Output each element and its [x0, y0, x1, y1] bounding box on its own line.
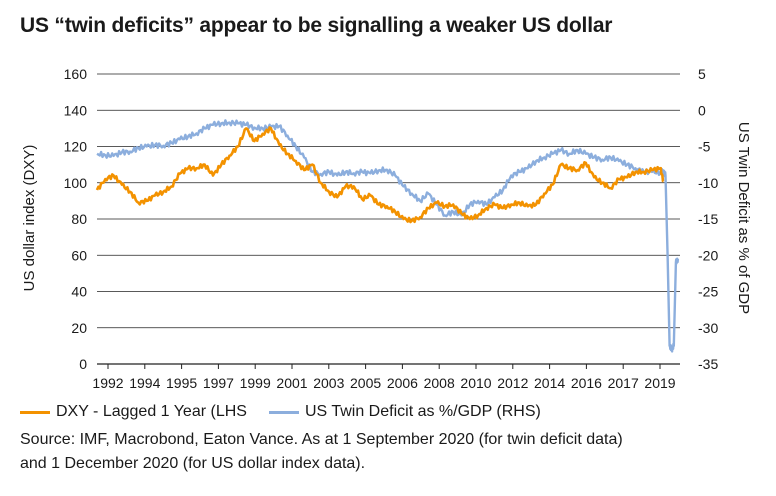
right-tick-label: -30 [698, 320, 718, 336]
source-note: Source: IMF, Macrobond, Eaton Vance. As … [20, 428, 760, 476]
chart-svg: 0 20 40 60 80 100 120 140 160 -35 -30 -25 -20 -15 -10… [21, 66, 752, 391]
left-tick-label: 80 [71, 211, 87, 227]
left-tick-label: 0 [79, 356, 87, 372]
series-line-dxy [95, 126, 665, 224]
x-tick-label: 2014 [534, 375, 565, 391]
right-tick-label: -25 [698, 284, 718, 300]
legend: DXY - Lagged 1 Year (LHS US Twin Deficit… [20, 403, 563, 421]
legend-swatch-dxy [20, 410, 50, 414]
right-axis-label: US Twin Deficit as % of GDP [735, 122, 752, 314]
x-tick-label: 1994 [129, 375, 160, 391]
x-tick-label: 1992 [92, 375, 123, 391]
right-tick-label: 0 [698, 102, 706, 118]
x-axis-ticks: 1992 1994 1995 1997 1999 2001 2003 2005 2006 2008… [92, 364, 676, 391]
x-tick-label: 1999 [240, 375, 271, 391]
right-tick-label: -20 [698, 247, 718, 263]
left-tick-label: 100 [64, 175, 88, 191]
gridlines [97, 73, 680, 365]
legend-item-twin: US Twin Deficit as %/GDP (RHS) [268, 403, 541, 421]
right-tick-label: -35 [698, 356, 718, 372]
x-tick-label: 2010 [460, 375, 491, 391]
legend-item-dxy: DXY - Lagged 1 Year (LHS [20, 403, 247, 421]
x-tick-label: 2019 [644, 375, 675, 391]
x-tick-label: 2003 [313, 375, 344, 391]
x-tick-label: 2012 [497, 375, 528, 391]
right-tick-label: -10 [698, 175, 718, 191]
left-tick-label: 140 [64, 102, 88, 118]
x-tick-label: 2016 [571, 375, 602, 391]
legend-label-twin: US Twin Deficit as %/GDP (RHS) [304, 403, 541, 420]
right-tick-label: -15 [698, 211, 718, 227]
left-axis-ticks: 0 20 40 60 80 100 120 140 160 [64, 66, 88, 372]
x-tick-label: 1995 [166, 375, 197, 391]
left-tick-label: 120 [64, 139, 88, 155]
right-axis-ticks: -35 -30 -25 -20 -15 -10 -5 0 5 [698, 66, 718, 372]
left-axis-label: US dollar index (DXY) [21, 145, 38, 292]
series-line-twin-deficit [96, 119, 680, 353]
x-tick-label: 2008 [424, 375, 455, 391]
left-tick-label: 20 [71, 320, 87, 336]
right-tick-label: 5 [698, 66, 706, 82]
legend-swatch-twin [268, 410, 299, 414]
left-tick-label: 40 [71, 284, 87, 300]
legend-label-dxy: DXY - Lagged 1 Year (LHS [56, 403, 247, 420]
left-tick-label: 160 [64, 66, 88, 82]
series-lines [95, 119, 680, 353]
x-tick-label: 2005 [350, 375, 381, 391]
x-tick-label: 2001 [276, 375, 307, 391]
source-line-2: and 1 December 2020 (for US dollar index… [20, 455, 366, 472]
chart-title: US “twin deficits” appear to be signalli… [20, 14, 613, 37]
right-tick-label: -5 [698, 139, 711, 155]
source-line-1: Source: IMF, Macrobond, Eaton Vance. As … [20, 431, 623, 448]
left-tick-label: 60 [71, 247, 87, 263]
x-tick-label: 1997 [203, 375, 234, 391]
x-tick-label: 2017 [608, 375, 639, 391]
x-tick-label: 2006 [387, 375, 418, 391]
